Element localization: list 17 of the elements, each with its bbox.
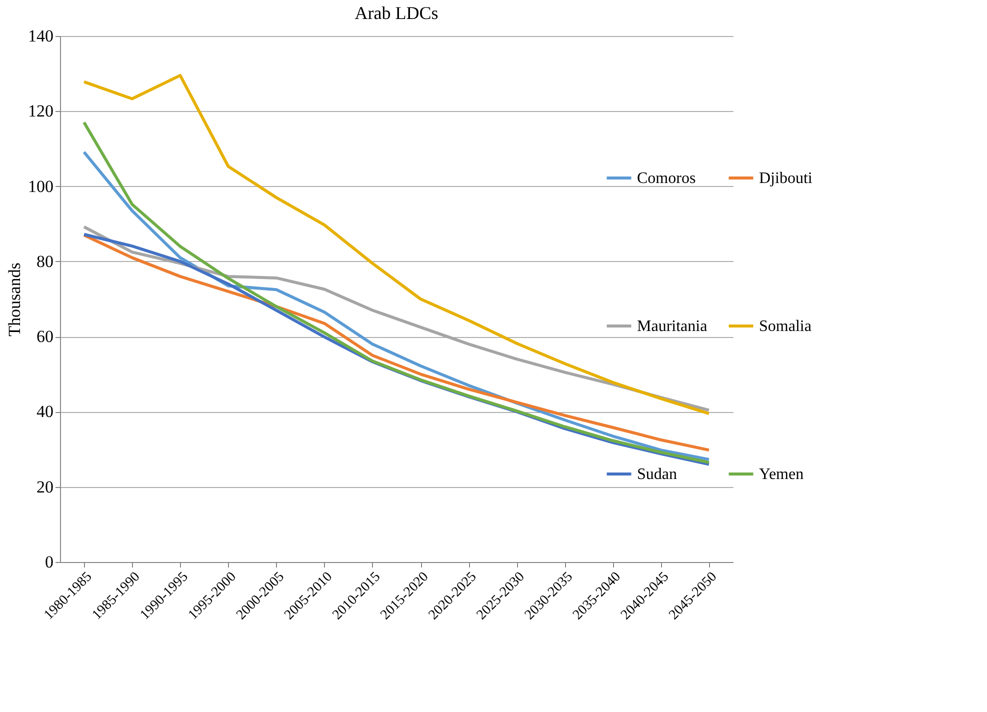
y-tick-label: 140	[28, 26, 54, 46]
legend-label: Yemen	[759, 466, 804, 483]
y-axis-title: Thousands	[5, 262, 24, 336]
legend-label: Somalia	[759, 318, 812, 335]
y-tick-label: 40	[36, 402, 54, 422]
legend-label: Djibouti	[759, 170, 813, 187]
y-tick-label: 0	[45, 552, 54, 572]
legend-label: Mauritania	[637, 318, 708, 335]
y-tick-label: 80	[36, 252, 54, 271]
y-tick-label: 120	[28, 102, 54, 121]
y-tick-label: 20	[36, 477, 54, 496]
y-tick-label: 100	[28, 176, 54, 196]
line-series	[82, 74, 710, 416]
legend-label: Comoros	[637, 170, 696, 187]
chart-title: Arab LDCs	[354, 3, 438, 23]
legend-label: Sudan	[637, 466, 677, 483]
y-tick-label: 60	[36, 327, 54, 346]
